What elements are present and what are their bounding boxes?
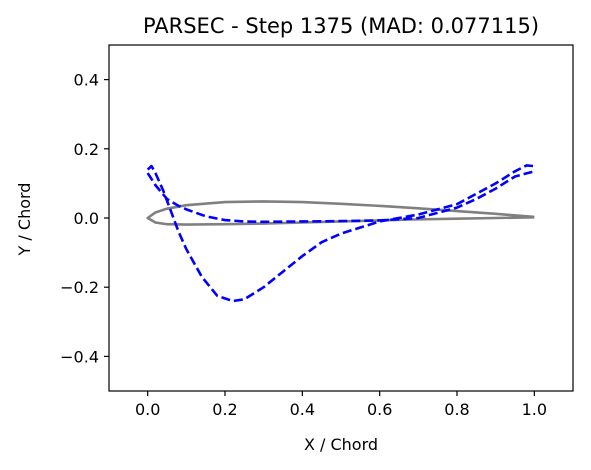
x-tick-label: 0.4 <box>290 400 315 419</box>
y-tick-label: −0.4 <box>60 347 99 366</box>
series-line-2 <box>146 170 535 224</box>
chart-title: PARSEC - Step 1375 (MAD: 0.077115) <box>143 14 539 38</box>
y-axis-label: Y / Chord <box>15 183 34 257</box>
x-axis-label: X / Chord <box>304 435 378 454</box>
x-tick-label: 0.8 <box>444 400 469 419</box>
x-tick-label: 1.0 <box>522 400 547 419</box>
x-tick-label: 0.6 <box>367 400 392 419</box>
y-tick-label: 0.2 <box>74 140 99 159</box>
x-tick-label: 0.2 <box>212 400 237 419</box>
y-tick-label: −0.2 <box>60 278 99 297</box>
x-tick-label: 0.0 <box>135 400 160 419</box>
y-tick-label: 0.4 <box>74 71 99 90</box>
series-layer <box>146 164 535 303</box>
axes-layer: 0.0 0.2 0.4 0.6 0.8 1.0 −0.4 −0.2 0.0 0.2 0.4 <box>60 44 574 419</box>
series-line-3 <box>146 164 535 303</box>
y-tick-label: 0.0 <box>74 209 99 228</box>
